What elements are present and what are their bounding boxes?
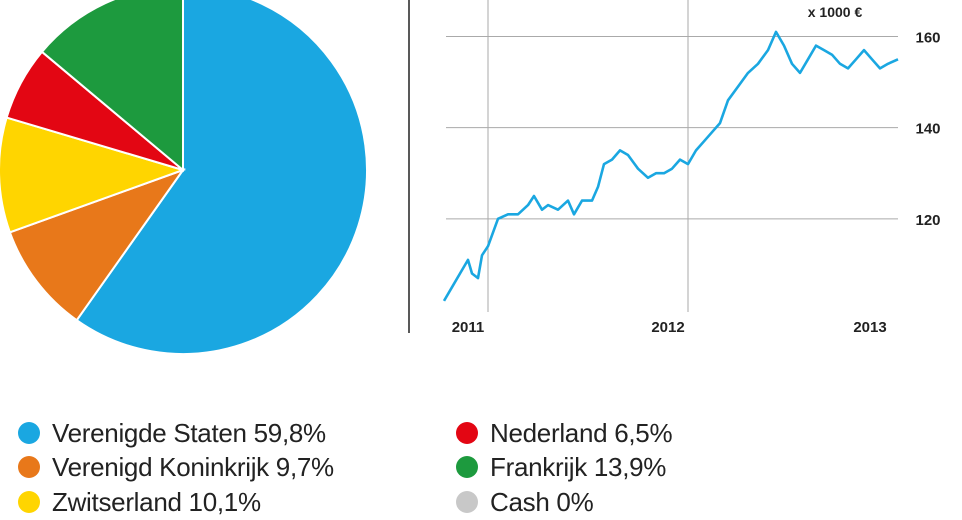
legend-swatch: [18, 456, 40, 478]
series-line: [442, 30, 899, 302]
legend-label: Cash 0%: [490, 486, 594, 517]
legend-swatch: [18, 491, 40, 513]
legend: Verenigde Staten 59,8% Verenigd Koninkri…: [18, 415, 673, 517]
legend-item-cash: Cash 0%: [456, 484, 594, 520]
grid: [446, 0, 898, 312]
unit-label: x 1000 €: [808, 4, 863, 20]
line-chart: 120 140 160 2011 2012 2013 x 1000 €: [408, 0, 941, 336]
pie-slice-frankrijk: [40, 0, 184, 173]
legend-item-frankrijk: Frankrijk 13,9%: [456, 449, 666, 485]
pie-chart: [0, 0, 368, 355]
legend-item-nederland: Nederland 6,5%: [456, 415, 673, 451]
x-tick-label: 2011: [452, 319, 485, 336]
x-tick-label: 2012: [651, 319, 684, 336]
legend-label: Frankrijk 13,9%: [490, 451, 667, 482]
legend-swatch: [18, 422, 40, 444]
y-tick-label: 140: [915, 121, 940, 138]
legend-label: Verenigd Koninkrijk 9,7%: [52, 451, 334, 482]
legend-swatch: [456, 456, 478, 478]
legend-item-verenigde-staten: Verenigde Staten 59,8%: [18, 415, 326, 451]
y-tick-label: 160: [915, 29, 940, 46]
pie-slice-zwitserland: [0, 116, 187, 234]
legend-swatch: [456, 491, 478, 513]
y-tick-label: 120: [915, 212, 940, 229]
legend-label: Verenigde Staten 59,8%: [52, 417, 326, 448]
legend-label: Nederland 6,5%: [490, 417, 673, 448]
legend-label: Zwitserland 10,1%: [52, 486, 261, 517]
axis-ticks: 120 140 160 2011 2012 2013: [452, 29, 941, 336]
pie-slice-verenigde-staten: [75, 0, 368, 355]
legend-swatch: [456, 422, 478, 444]
x-tick-label: 2013: [853, 319, 886, 336]
legend-item-verenigd-koninkrijk: Verenigd Koninkrijk 9,7%: [18, 449, 334, 485]
legend-item-zwitserland: Zwitserland 10,1%: [18, 484, 261, 520]
pie-slice-verenigd-koninkrijk: [8, 167, 186, 322]
